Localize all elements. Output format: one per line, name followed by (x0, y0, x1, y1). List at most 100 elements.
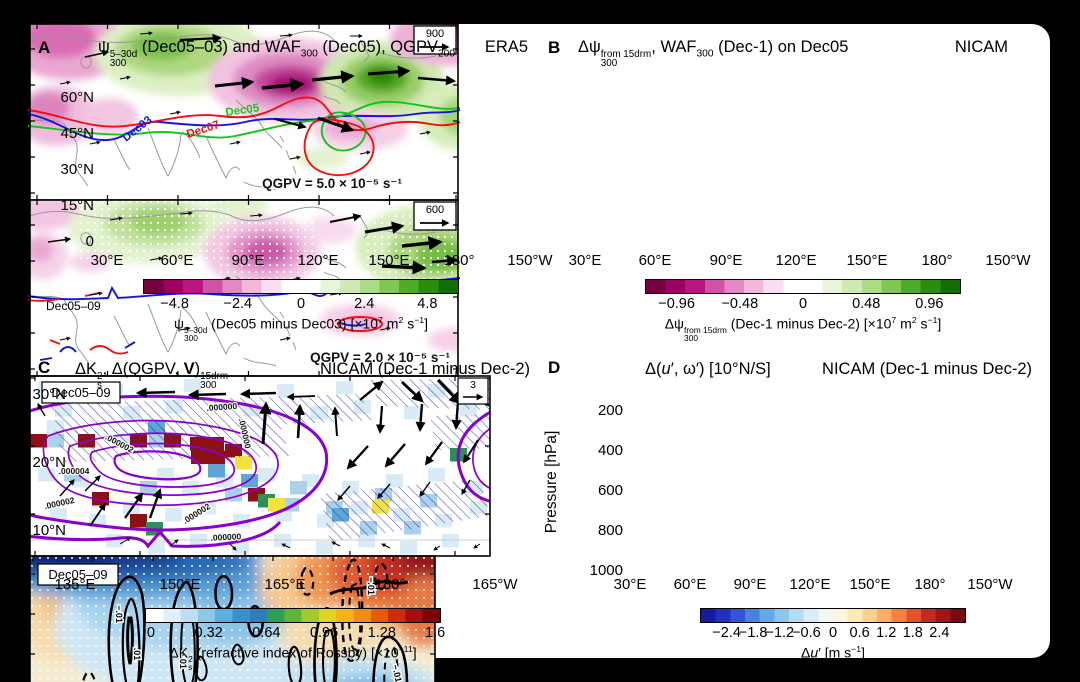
colorbar-ticks: −4.8 −2.4 0 2.4 4.8 (143, 296, 459, 315)
colorbar-tick: 0.96 (915, 296, 944, 312)
colorbar-label: Δψ from 15drm 300 (Dec-1 minus Dec-2) [×10… (664, 315, 942, 343)
svg-text:.01: .01 (132, 648, 142, 661)
axis-tick-marks (30, 24, 458, 200)
x-tick: 150°E (849, 576, 891, 593)
panel-c-source: NICAM (Dec-1 minus Dec-2) (320, 360, 530, 378)
svg-text:.000000: .000000 (206, 401, 238, 413)
coastlines (29, 206, 459, 367)
colorbar-tick: 1.28 (367, 625, 396, 641)
x-tick: 150°W (985, 252, 1031, 269)
qgpv-contour-lines (27, 96, 461, 177)
y-tick: 800 (597, 522, 623, 539)
qgpv-annotation: QGPV = 5.0 × 10⁻⁵ s⁻¹ (262, 176, 402, 191)
panel-b-label: B (548, 38, 561, 57)
vector-scale-key: 3 (457, 377, 489, 405)
period-label-box: Dec05–09 (37, 563, 119, 586)
panel-d-label: D (548, 358, 561, 377)
y-tick: 0 (85, 233, 94, 250)
colorbar-tick: 0 (798, 296, 808, 312)
x-tick: 180° (914, 576, 946, 593)
panel-a-label: A (38, 38, 51, 57)
colorbar-tick: 4.8 (417, 296, 438, 312)
x-tick: 60°E (160, 252, 194, 269)
panel-b-title-row: Δψ from 15drm 300, WAF300 (Dec-1) on Dec05… (578, 38, 1008, 69)
colorbar-tick: −4.8 (160, 296, 189, 312)
x-tick: 30°E (613, 576, 647, 593)
axis-tick-marks (30, 376, 490, 556)
colorbar-label: Δu′ [m s−1] (801, 644, 865, 661)
y-tick: 600 (597, 482, 623, 499)
x-tick: 120°E (297, 252, 339, 269)
x-tick: 150°E (368, 252, 410, 269)
x-tick: 90°E (733, 576, 767, 593)
x-tick: 150°W (507, 252, 553, 269)
line-label-dec05: Dec05 (225, 102, 261, 119)
colorbar-label: ΔK 2 s (refractive index of Rossby) [×10−1… (169, 644, 417, 672)
colorbar-tick: −0.48 (721, 296, 759, 312)
x-tick: 150°W (967, 576, 1013, 593)
panel-d-title: Δ(u′, ω′) [10°N/S] (645, 360, 771, 378)
coastlines (29, 30, 459, 191)
panel-d-title-row: Δ(u′, ω′) [10°N/S] NICAM (Dec-1 minus De… (645, 360, 1032, 379)
colorbar-tick: 1.6 (424, 625, 446, 641)
svg-text:.000000: .000000 (210, 531, 241, 543)
panel-d-y-axis-label: Pressure [hPa] (543, 430, 560, 534)
vector-scale-value: 900 (426, 28, 444, 40)
vector-scale-value: 3 (470, 379, 476, 391)
colorbar-gradient (143, 279, 459, 294)
x-tick: 135°E (54, 576, 96, 593)
colorbar-gradient (645, 279, 961, 294)
colorbar-tick: 2.4 (354, 296, 375, 312)
svg-text:.000004: .000004 (59, 466, 90, 476)
y-tick: 60°N (60, 89, 94, 106)
panel-a-map: Dec03 Dec07 Dec05 QGPV = 5.0 × 10⁻⁵ s⁻¹ … (27, 23, 461, 201)
vector-scale-value: 600 (426, 204, 444, 216)
colorbar-gradient (700, 608, 966, 623)
colorbar-tick: −0.6 (792, 625, 821, 641)
y-tick: 1000 (589, 562, 623, 579)
period-label: Dec05–09 (51, 385, 110, 400)
colorbar-ticks: −2.4 −1.8 −1.2 −0.6 0 0.6 1.2 1.8 2.4 (700, 625, 966, 644)
colorbar-tick: 0 (828, 625, 838, 641)
period-label: Dec05–09 (48, 567, 107, 582)
panel-d-colorbar: −2.4 −1.8 −1.2 −0.6 0 0.6 1.2 1.8 2.4 Δu… (700, 608, 966, 661)
x-tick: 30°E (90, 252, 124, 269)
colorbar-tick: −0.96 (658, 296, 695, 312)
svg-text:−.01: −.01 (366, 577, 376, 595)
y-tick: 45°N (60, 125, 94, 142)
colorbar-tick: 1.8 (902, 625, 923, 641)
y-tick: 30°N (32, 386, 66, 403)
colorbar-tick: −2.4 (712, 625, 741, 641)
panel-c-title-row: ΔK 2 s, Δ(QGPV, V) 15drm 300 NICAM (Dec-1 mi… (75, 360, 530, 391)
panel-c-title: ΔK 2 s, Δ(QGPV, V) 15drm 300 (75, 360, 229, 392)
period-label: Dec05–09 (46, 299, 101, 313)
stipple-significance-dots (215, 220, 315, 282)
y-tick: 400 (597, 442, 623, 459)
qgpv-annotation: QGPV = 2.0 × 10⁻⁵ s⁻¹ (310, 350, 450, 365)
ks2-contours (30, 394, 490, 549)
colorbar-tick: −1.8 (738, 625, 768, 641)
x-tick: 150°E (846, 252, 888, 269)
colorbar-tick: −2.4 (223, 296, 253, 312)
period-label-box: Dec05–09 (41, 381, 121, 404)
wave-activity-flux-arrows (59, 31, 457, 160)
colorbar-tick: −1.2 (765, 625, 795, 641)
colorbar-gradient (145, 608, 441, 623)
y-tick: 20°N (32, 454, 66, 471)
panel-c-label: C (38, 358, 51, 377)
wave-activity-flux-arrows (47, 211, 459, 341)
panel-b-source: NICAM (954, 38, 1008, 56)
x-tick: 180° (921, 252, 953, 269)
stipple-significance-dots (80, 200, 230, 260)
omega-contours (81, 558, 409, 682)
x-tick: 180° (443, 252, 475, 269)
panel-b-map: Dec05–09 QGPV = 2.0 × 10⁻⁵ s⁻¹ 600 (27, 199, 461, 377)
x-tick: 180° (374, 576, 406, 593)
panel-b-colorbar: −0.96 −0.48 0 0.48 0.96 Δψ from 15drm 300 … (645, 279, 961, 342)
x-tick: 60°E (638, 252, 672, 269)
x-tick: 165°W (472, 576, 518, 593)
contour-value-labels: −.01 .01 −.01 .01 −.01 −.01 (113, 576, 406, 682)
x-tick: 150°E (159, 576, 201, 593)
colorbar-tick: 0.96 (309, 625, 339, 641)
